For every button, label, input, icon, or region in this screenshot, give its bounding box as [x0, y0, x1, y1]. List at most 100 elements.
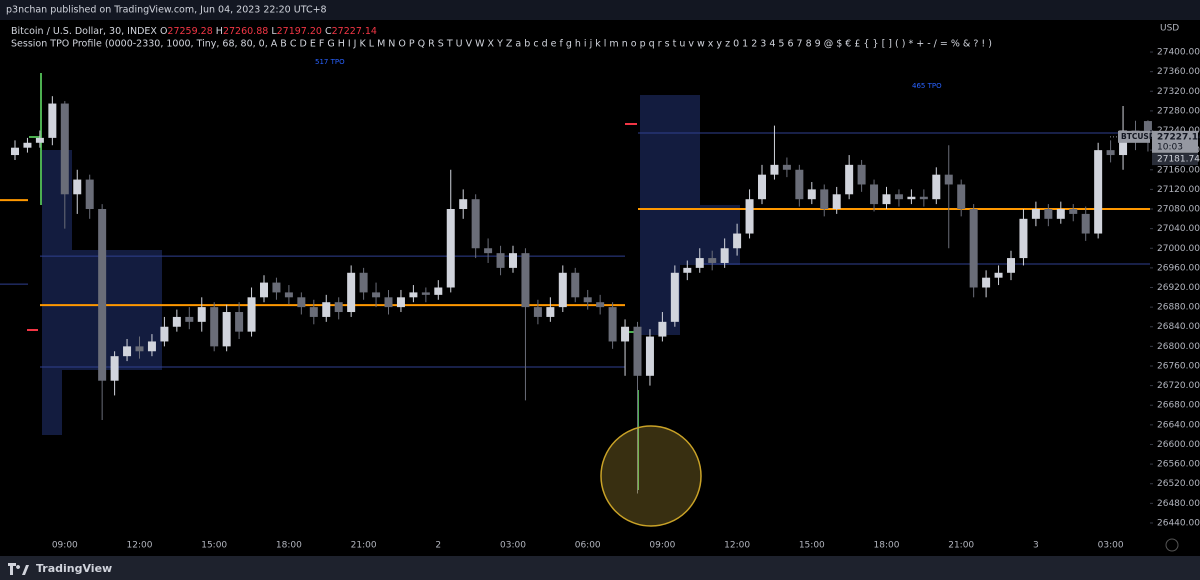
candle-body — [907, 196, 916, 200]
candle-body — [409, 292, 418, 298]
candle-body — [272, 282, 281, 293]
y-tick-label: 27160.00 — [1157, 165, 1200, 175]
candle-body — [932, 174, 941, 200]
candle-body — [1044, 209, 1053, 219]
candle-body — [994, 272, 1003, 278]
candle-body — [969, 209, 978, 288]
y-tick-label: 26600.00 — [1157, 440, 1200, 450]
header-bar — [0, 0, 1200, 20]
ohlc-value: 27259.28 — [167, 26, 212, 37]
candle-body — [571, 272, 580, 298]
ohlc-value: 27197.20 — [277, 26, 322, 37]
candle-body — [1056, 209, 1065, 219]
y-tick-label: 26760.00 — [1157, 361, 1200, 371]
x-tick-label: 3 — [1033, 541, 1039, 551]
candle-body — [98, 209, 107, 381]
tpo-count: 517 TPO — [315, 58, 345, 66]
y-tick-label: 26640.00 — [1157, 420, 1200, 430]
candle-body — [894, 194, 903, 200]
candle-body — [795, 169, 804, 200]
candle-body — [284, 292, 293, 298]
candle-body — [297, 297, 306, 308]
candle-body — [820, 189, 829, 210]
candle-body — [334, 302, 343, 313]
candle-body — [720, 248, 729, 263]
ohlc-letter: L — [271, 26, 277, 37]
candle-body — [496, 253, 505, 268]
y-tick-label: 26720.00 — [1157, 381, 1200, 391]
candle-body — [35, 137, 44, 143]
ticker-label: BTCUSD — [1121, 132, 1155, 141]
candle-body — [733, 233, 742, 249]
candle-body — [957, 184, 966, 210]
publisher: p3nchan published on TradingView.com, Ju… — [6, 5, 327, 16]
x-tick-label: 18:00 — [276, 541, 302, 551]
candle-body — [11, 147, 19, 156]
candle-body — [48, 103, 57, 138]
candle-body — [185, 316, 194, 322]
x-tick-label: 09:00 — [649, 541, 675, 551]
candle-body — [558, 272, 567, 308]
candle-body — [1019, 218, 1028, 259]
x-tick-label: 21:00 — [948, 541, 974, 551]
ohlc-value: 27227.14 — [332, 26, 377, 37]
tpo-block — [42, 370, 62, 435]
candle-body — [60, 103, 69, 195]
last-price-label: 27227.14 — [1157, 132, 1200, 142]
price-axis: 26440.00 26480.00 26520.00 26560.00 26600.00… — [1110, 48, 1200, 528]
candle-body — [745, 199, 754, 234]
candles — [11, 96, 1152, 494]
candle-body — [509, 253, 517, 268]
y-tick-label: 27360.00 — [1157, 67, 1200, 77]
x-tick-label: 06:00 — [575, 541, 601, 551]
currency: USD — [1160, 24, 1179, 34]
candle-body — [434, 287, 443, 295]
x-tick-label: 12:00 — [127, 541, 153, 551]
candle-body — [645, 336, 654, 376]
tpo-profiles — [42, 95, 740, 435]
candle-body — [85, 179, 94, 210]
y-tick-label: 26800.00 — [1157, 342, 1200, 352]
x-tick-label: 18:00 — [874, 541, 900, 551]
candle-body — [782, 164, 791, 170]
candle-body — [758, 174, 766, 200]
last-price-box — [1152, 130, 1198, 153]
auto-scale-button[interactable] — [1165, 538, 1179, 552]
candle-body — [396, 297, 405, 308]
candle-body — [608, 307, 617, 342]
ohlc-letter: H — [216, 26, 223, 37]
x-tick-label: 03:00 — [1098, 541, 1124, 551]
x-tick-label: 03:00 — [500, 541, 526, 551]
candle-body — [446, 209, 455, 288]
candle-body — [359, 272, 368, 293]
x-tick-label: 15:00 — [799, 541, 825, 551]
candle-body — [73, 179, 82, 195]
candle-body — [857, 164, 866, 185]
candle-body — [222, 312, 231, 347]
ohlc-letter: O — [160, 26, 167, 37]
candle-body — [421, 292, 430, 295]
candle-body — [471, 199, 480, 249]
symbol: Bitcoin / U.S. Dollar, 30, INDEX — [11, 26, 157, 37]
candle-body — [919, 196, 928, 200]
y-tick-label: 26680.00 — [1157, 401, 1200, 411]
candle-body — [944, 174, 953, 185]
y-tick-label: 27120.00 — [1157, 185, 1200, 195]
x-tick-label: 15:00 — [201, 541, 227, 551]
candle-body — [197, 307, 206, 322]
candle-body — [546, 307, 555, 317]
candle-body — [521, 253, 530, 308]
candle-body — [832, 194, 841, 210]
candle-body — [807, 189, 816, 200]
y-tick-label: 27000.00 — [1157, 244, 1200, 254]
candle-body — [123, 346, 132, 357]
y-tick-label: 26520.00 — [1157, 479, 1200, 489]
candle-body — [210, 307, 219, 347]
y-tick-label: 26880.00 — [1157, 303, 1200, 313]
candle-body — [1143, 121, 1152, 137]
candle-body — [658, 321, 667, 337]
candle-body — [484, 248, 493, 254]
candle-body — [309, 307, 318, 317]
ohlc-value: 27260.88 — [223, 26, 268, 37]
